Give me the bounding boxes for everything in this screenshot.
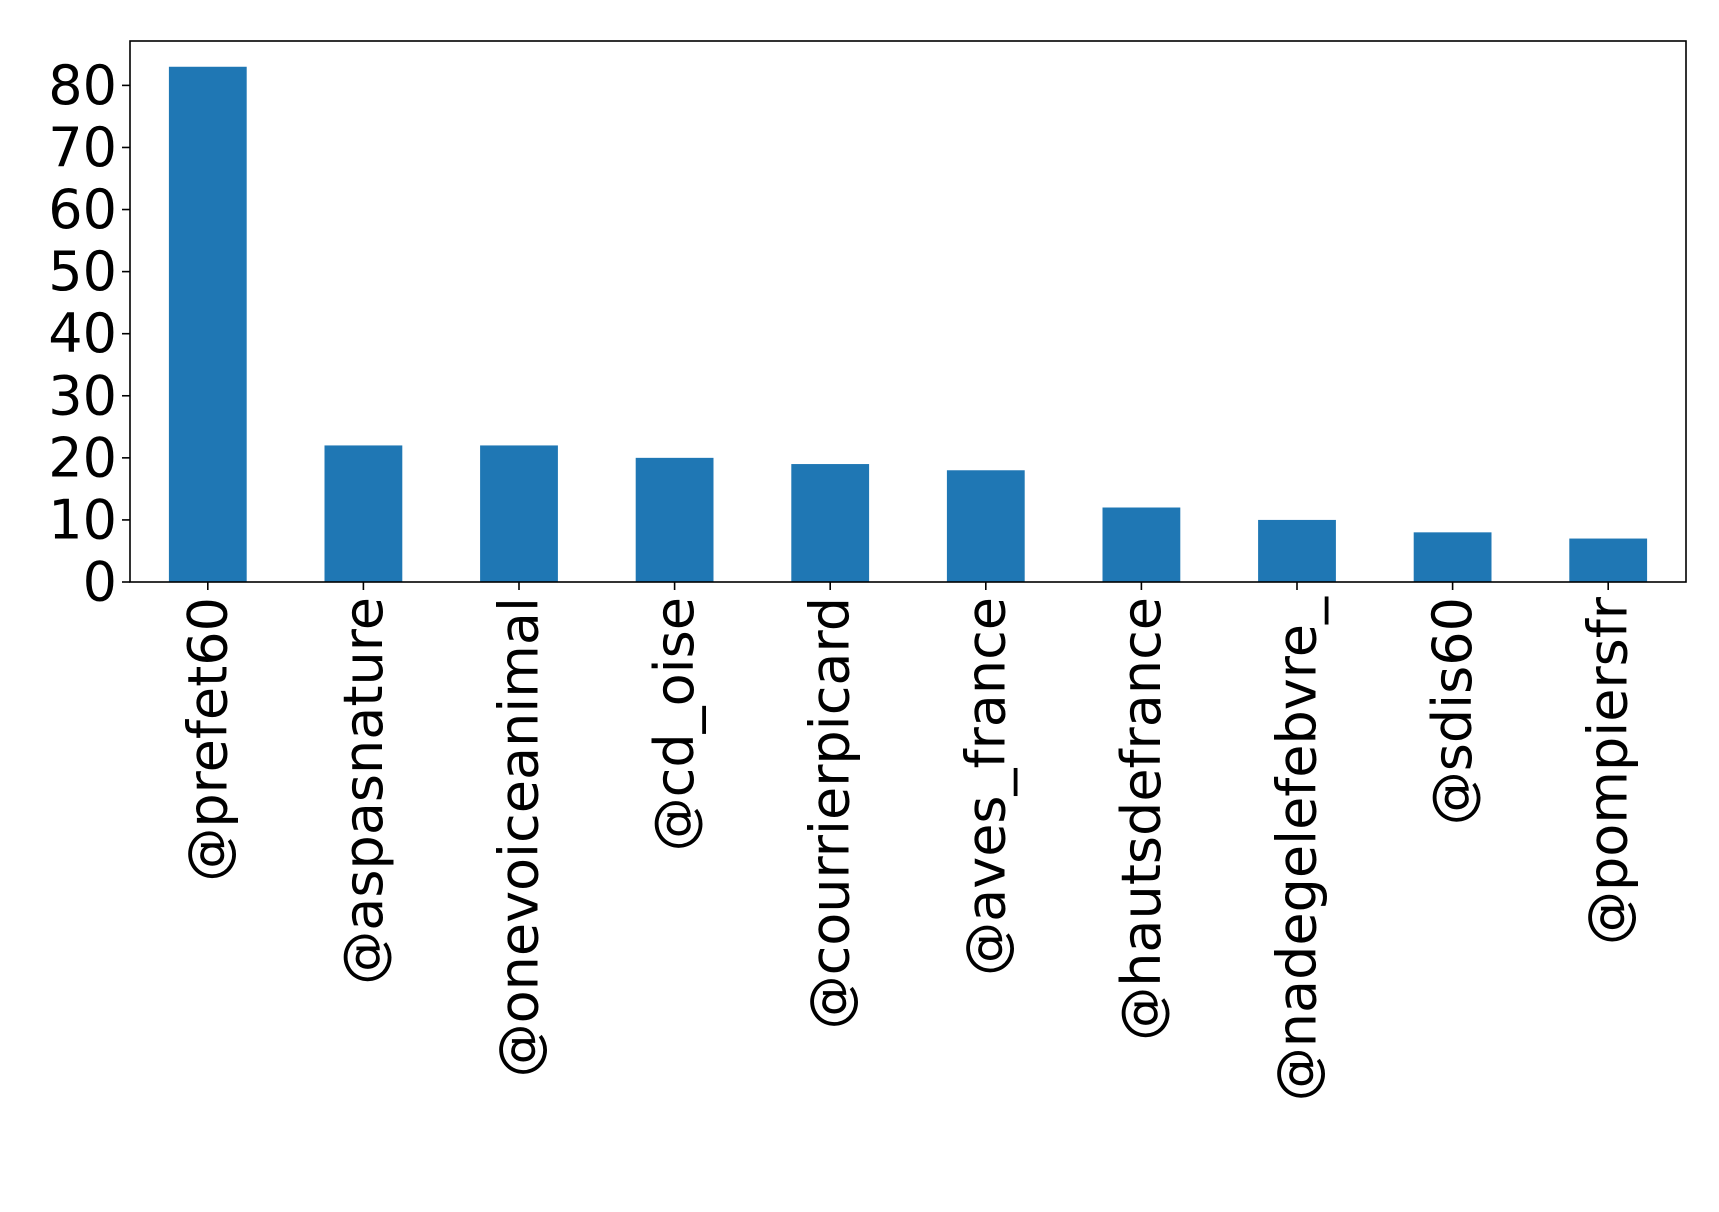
x-tick-label: @onevoiceanimal [488,597,551,1077]
y-tick-label: 70 [48,116,117,179]
bar-aves_france [946,470,1025,582]
x-tick-label: @hautsdefrance [1110,597,1173,1041]
x-tick-label: @aspasnature [332,597,395,985]
y-tick-label: 10 [48,488,117,551]
bar-pompiersfr [1569,538,1648,582]
bars-layer [168,66,1648,582]
bar-onevoiceanimal [480,445,558,582]
bar-cd_oise [635,457,714,582]
y-tick-label: 60 [48,178,117,241]
bar-courrierpicard [791,464,870,582]
bar-hautsdefrance [1102,507,1181,582]
y-tick-label: 40 [48,302,117,365]
plot-frame [129,40,1687,583]
x-tick-label: @sdis60 [1421,597,1484,825]
bar-aspasnature [324,445,403,582]
y-tick-label: 20 [48,426,117,489]
x-tick-label: @cd_oise [643,597,706,851]
bar-nadegelefebvre_ [1258,519,1336,582]
bar-prefet60 [168,66,247,582]
x-tick-label: @nadegelefebvre_ [1266,596,1329,1101]
x-tick-label: @courrierpicard [799,597,862,1029]
y-tick-label: 50 [48,240,117,303]
y-tick-label: 30 [48,364,117,427]
y-tick-label: 80 [48,54,117,117]
x-axis: @prefet60 @aspasnature @onevoiceanimal @cd_… [176,582,1640,1101]
x-tick-label: @pompiersfr [1577,596,1640,945]
bar-sdis60 [1413,532,1492,582]
x-tick-label: @aves_france [954,597,1017,976]
x-tick-label: @prefet60 [176,597,239,882]
y-tick-label: 0 [83,551,117,614]
